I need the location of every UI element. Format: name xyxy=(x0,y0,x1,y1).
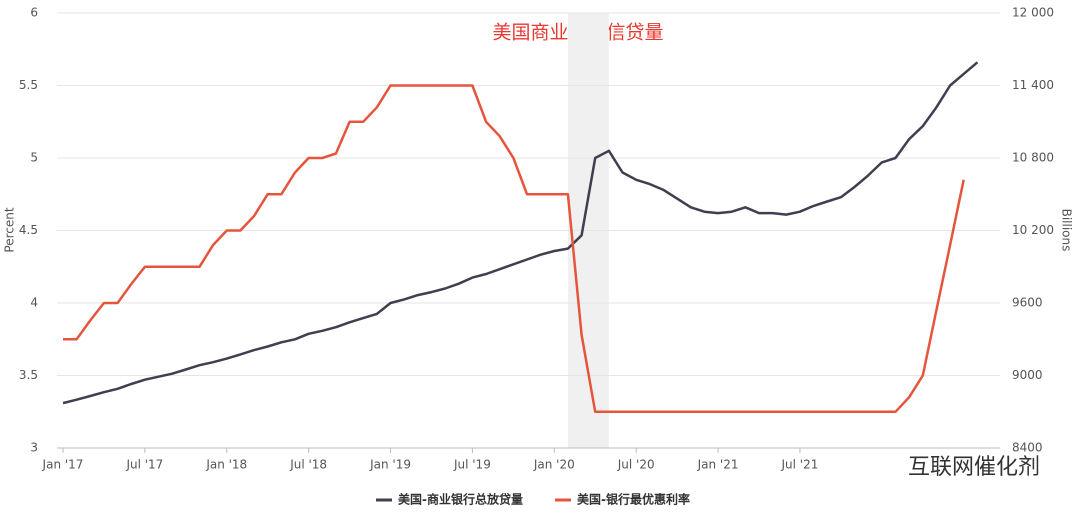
x-tick-label: Jan '19 xyxy=(369,458,411,472)
y2-tick-label: 11 400 xyxy=(1012,78,1054,92)
x-tick-label: Jan '17 xyxy=(42,458,84,472)
y2-tick-label: 10 800 xyxy=(1012,151,1054,165)
x-tick-label: Jan '18 xyxy=(205,458,247,472)
legend-text: 美国-商业银行总放贷量 xyxy=(398,492,523,507)
y2-tick-label: 10 200 xyxy=(1012,223,1054,237)
legend-text: 美国-银行最优惠利率 xyxy=(577,492,690,507)
y-tick-label: 4.5 xyxy=(19,223,38,237)
y-tick-label: 4 xyxy=(30,296,38,310)
x-tick-label: Jul '21 xyxy=(781,458,819,472)
y2-axis-label: Billions xyxy=(1060,209,1074,252)
x-tick-label: Jul '20 xyxy=(617,458,655,472)
watermark: 互联网催化剂 xyxy=(908,455,1040,480)
y2-tick-label: 9000 xyxy=(1012,368,1043,382)
series-line xyxy=(63,84,965,414)
y-tick-label: 3 xyxy=(30,441,38,455)
x-tick-label: Jul '19 xyxy=(453,458,491,472)
y-tick-label: 3.5 xyxy=(19,368,38,382)
x-tick-label: Jan '21 xyxy=(697,458,739,472)
series-line xyxy=(62,61,979,405)
y-tick-label: 6 xyxy=(30,6,38,20)
x-tick-label: Jul '17 xyxy=(125,458,163,472)
x-tick-label: Jan '20 xyxy=(533,458,575,472)
y-tick-label: 5.5 xyxy=(19,78,38,92)
y-tick-label: 5 xyxy=(30,151,38,165)
y2-tick-label: 12 000 xyxy=(1012,6,1054,20)
y-axis-label: Percent xyxy=(3,207,17,252)
y2-tick-label: 8400 xyxy=(1012,441,1043,455)
y2-tick-label: 9600 xyxy=(1012,296,1043,310)
x-tick-label: Jul '18 xyxy=(289,458,327,472)
